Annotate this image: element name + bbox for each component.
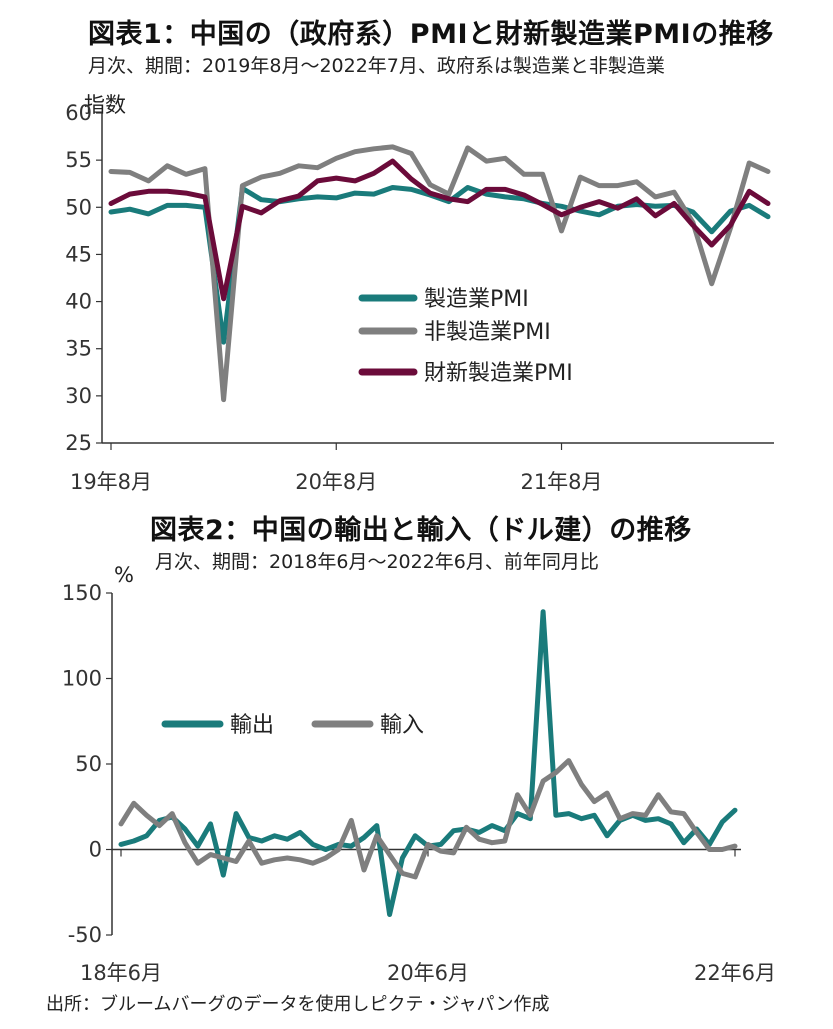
chart1-plot: 25 30 35 40 45 50 55 60 19年8月 20年8月 21年8月 製造業PMI 非製造… — [65, 101, 774, 494]
y-tick-label: 55 — [65, 148, 92, 172]
series-line-2 — [108, 144, 771, 403]
chart2-title: 図表2：中国の輸出と輸入（ドル建）の推移 — [150, 515, 692, 546]
legend-label-1: 製造業PMI — [424, 287, 529, 312]
y-tick-label: 50 — [75, 752, 102, 776]
series-line-1 — [118, 609, 738, 917]
series-line-2 — [118, 758, 738, 880]
chart2-y-unit: % — [114, 563, 134, 587]
y-tick-label: 150 — [62, 581, 102, 605]
chart1-subtitle: 月次、期間：2019年8月～2022年7月、政府系は製造業と非製造業 — [88, 55, 665, 77]
y-tick-label: 35 — [65, 337, 92, 361]
x-tick-label: 18年6月 — [80, 961, 162, 985]
legend-label-2: 非製造業PMI — [424, 320, 551, 345]
chart1-title: 図表1：中国の（政府系）PMIと財新製造業PMIの推移 — [88, 19, 774, 50]
y-tick-label: 60 — [65, 101, 92, 125]
chart1-y-unit: 指数 — [84, 93, 126, 117]
y-tick-label: 100 — [62, 667, 102, 691]
y-tick-label: 40 — [65, 290, 92, 314]
x-tick-label: 21年8月 — [520, 470, 602, 494]
x-tick-label: 20年6月 — [387, 961, 469, 985]
legend-label-3: 財新製造業PMI — [424, 361, 573, 386]
legend-label-1: 輸出 — [230, 713, 274, 738]
x-tick-label: 22年6月 — [694, 961, 776, 985]
x-tick-label: 20年8月 — [295, 470, 377, 494]
source-note: 出所：ブルームバーグのデータを使用しピクテ・ジャパン作成 — [46, 994, 550, 1015]
chart2-subtitle: 月次、期間：2018年6月～2022年6月、前年同月比 — [155, 551, 599, 573]
y-tick-label: 0 — [89, 838, 102, 862]
series-line-3 — [108, 158, 771, 302]
y-tick-label: 50 — [65, 195, 92, 219]
legend-label-2: 輸入 — [380, 713, 424, 738]
y-tick-label: 45 — [65, 242, 92, 266]
y-tick-label: 25 — [65, 431, 92, 455]
y-tick-label: 30 — [65, 384, 92, 408]
x-tick-label: 19年8月 — [70, 470, 152, 494]
y-tick-label: -50 — [68, 923, 102, 947]
